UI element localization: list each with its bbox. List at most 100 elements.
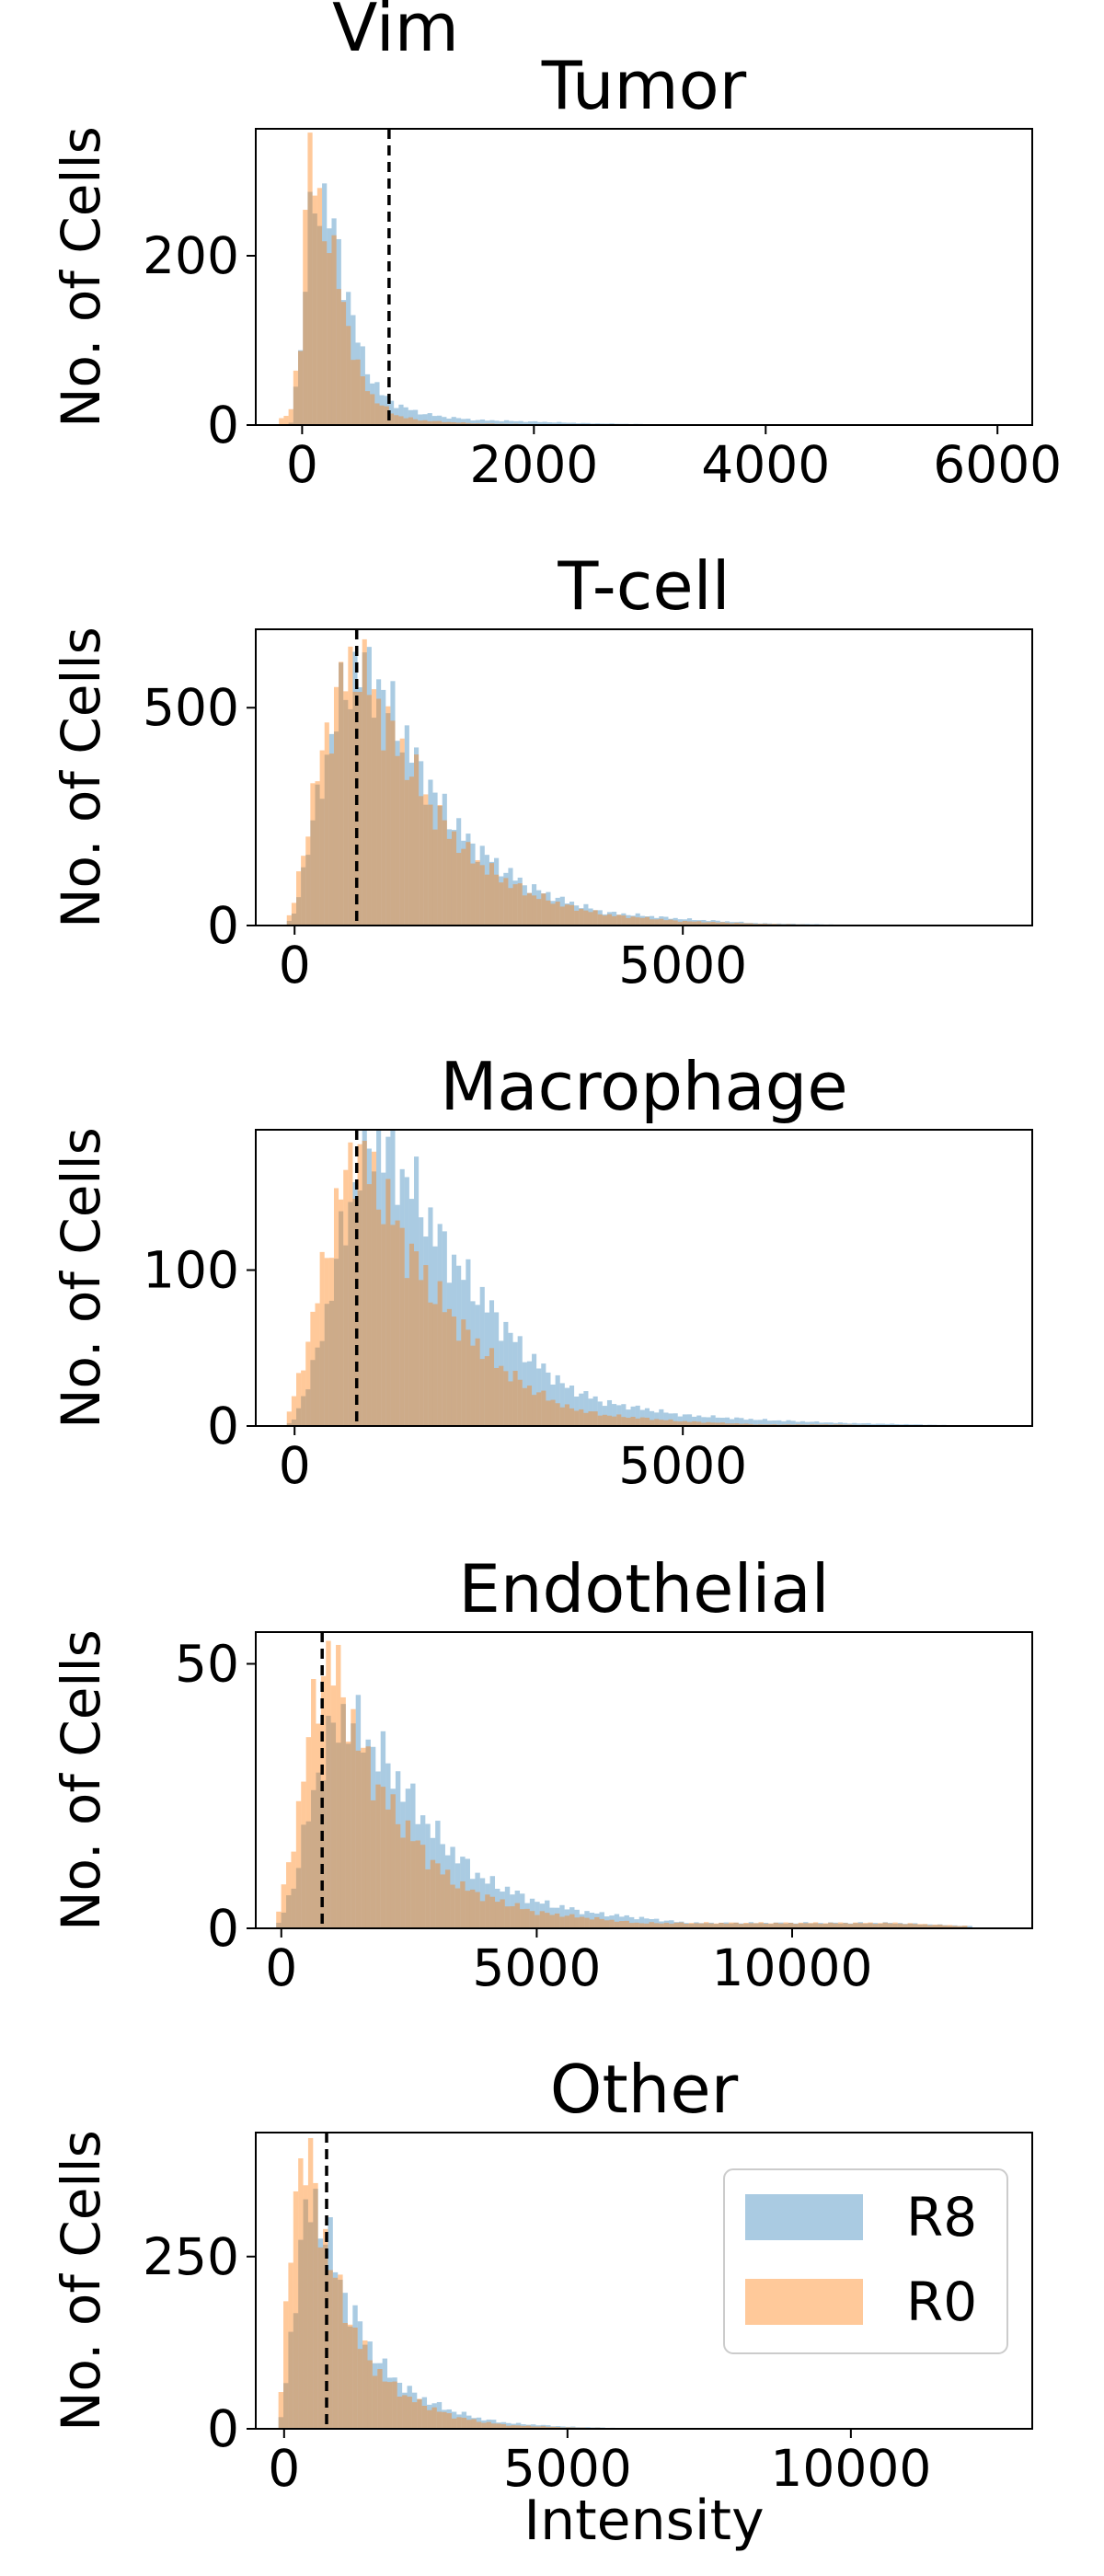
histogram-bar bbox=[668, 918, 673, 926]
histogram-bar bbox=[455, 418, 462, 425]
histogram-bar bbox=[364, 391, 371, 425]
histogram-bar bbox=[673, 1420, 678, 1426]
histogram-bar bbox=[281, 1912, 287, 1928]
histogram-bar bbox=[545, 1913, 550, 1928]
figure-suptitle: Vim bbox=[332, 0, 459, 66]
histogram-bar bbox=[377, 2363, 383, 2429]
histogram-bar bbox=[932, 1924, 938, 1928]
y-axis-label: No. of Cells bbox=[50, 126, 112, 428]
histogram-bar bbox=[293, 2313, 299, 2429]
histogram-bar bbox=[733, 1922, 739, 1928]
histogram-bar bbox=[526, 1361, 533, 1426]
histogram-bar bbox=[370, 383, 375, 425]
histogram-bar bbox=[336, 289, 341, 425]
histogram-bar bbox=[597, 910, 603, 926]
histogram-bar bbox=[536, 890, 542, 926]
histogram-bar bbox=[421, 2406, 428, 2429]
histogram-bar bbox=[602, 1406, 607, 1426]
histogram-bar bbox=[967, 1926, 972, 1928]
histogram-bar bbox=[470, 843, 476, 926]
histogram-bar bbox=[338, 2274, 343, 2429]
histogram-bar bbox=[385, 1763, 391, 1928]
histogram-bar bbox=[583, 910, 589, 926]
histogram-bar bbox=[427, 2404, 432, 2429]
histogram-bar bbox=[521, 2425, 526, 2429]
histogram-bar bbox=[395, 1823, 401, 1928]
axes-frame bbox=[255, 628, 1033, 926]
histogram-bar bbox=[319, 1251, 325, 1426]
histogram-bar bbox=[503, 1371, 509, 1426]
histogram-bar bbox=[729, 1923, 734, 1928]
histogram-bar bbox=[762, 923, 768, 926]
histogram-bar bbox=[619, 1921, 625, 1928]
histogram-bar bbox=[570, 2426, 576, 2429]
histogram-bar bbox=[868, 1922, 873, 1928]
histogram-bar bbox=[324, 1304, 329, 1426]
histogram-bar bbox=[677, 1416, 683, 1426]
histogram-bar bbox=[484, 874, 489, 926]
histogram-bar bbox=[512, 880, 518, 926]
histogram-bar bbox=[495, 1902, 500, 1928]
histogram-bar bbox=[423, 804, 429, 926]
histogram-bar bbox=[673, 1922, 679, 1928]
histogram-bar bbox=[616, 914, 622, 926]
histogram-bar bbox=[471, 2419, 477, 2429]
y-tick-label: 0 bbox=[207, 1899, 239, 1958]
histogram-bar bbox=[947, 1926, 953, 1928]
histogram-bar bbox=[366, 1184, 372, 1426]
histogram-bar bbox=[706, 921, 711, 926]
histogram-bar bbox=[917, 1925, 923, 1928]
histogram-bar bbox=[489, 1300, 495, 1426]
histogram-bar bbox=[470, 863, 476, 926]
histogram-bar bbox=[701, 922, 707, 926]
histogram-bar bbox=[663, 1420, 669, 1426]
histogram-bar bbox=[616, 1405, 622, 1426]
histogram-bar bbox=[288, 408, 293, 425]
histogram-bar bbox=[466, 842, 471, 926]
histogram-bar bbox=[947, 1925, 953, 1928]
histogram-bar bbox=[301, 856, 306, 926]
histogram-bar bbox=[465, 1858, 470, 1928]
histogram-bar bbox=[739, 921, 744, 926]
histogram-bar bbox=[890, 1423, 895, 1426]
histogram-bar bbox=[616, 914, 622, 926]
histogram-bar bbox=[499, 876, 504, 926]
histogram-bar bbox=[644, 1417, 650, 1426]
histogram-bar bbox=[515, 2425, 522, 2429]
y-tick-label: 50 bbox=[175, 1635, 239, 1694]
histogram-bar bbox=[818, 1923, 823, 1928]
x-tick-label: 2000 bbox=[469, 435, 598, 494]
histogram-bar bbox=[412, 409, 419, 425]
histogram-bar bbox=[592, 910, 598, 926]
histogram-bar bbox=[559, 1916, 565, 1928]
histogram-bar bbox=[352, 2305, 358, 2429]
histogram-bar bbox=[546, 1400, 551, 1426]
histogram-bar bbox=[446, 829, 452, 926]
histogram-bar bbox=[343, 1169, 349, 1426]
histogram-bar bbox=[540, 2426, 546, 2429]
histogram-bar bbox=[361, 1747, 366, 1928]
histogram-bar bbox=[799, 1420, 805, 1426]
histogram-bar bbox=[837, 1922, 844, 1928]
histogram-bar bbox=[673, 920, 678, 926]
histogram-bar bbox=[375, 1771, 381, 1928]
y-tick-label: 0 bbox=[207, 396, 239, 454]
histogram-bar bbox=[546, 421, 552, 425]
histogram-bar bbox=[362, 652, 367, 926]
histogram-bar bbox=[559, 906, 565, 926]
histogram-bar bbox=[317, 2247, 324, 2429]
panel-title: Macrophage bbox=[440, 1048, 847, 1125]
histogram-bar bbox=[739, 1418, 744, 1426]
histogram-bar bbox=[466, 419, 471, 425]
histogram-bar bbox=[485, 1883, 490, 1928]
histogram-bar bbox=[504, 1886, 511, 1928]
histogram-bar bbox=[451, 830, 457, 926]
histogram-bar bbox=[455, 422, 462, 425]
histogram-bar bbox=[550, 903, 556, 926]
histogram-bar bbox=[283, 416, 289, 425]
histogram-bar bbox=[428, 804, 433, 926]
histogram-bar bbox=[431, 2407, 437, 2429]
histogram-bar bbox=[659, 1420, 664, 1426]
histogram-bar bbox=[701, 1417, 707, 1426]
